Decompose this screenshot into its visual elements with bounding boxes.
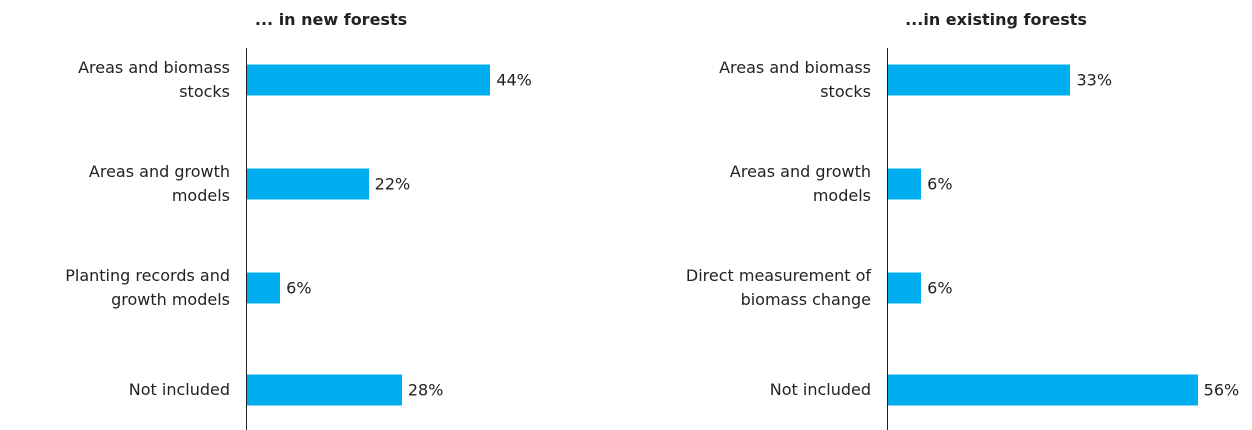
value-label: 56% — [1203, 380, 1240, 400]
chart-title: ...in existing forests — [905, 10, 1087, 29]
category-label: Not included — [128, 380, 230, 399]
chart-title: ... in new forests — [254, 10, 408, 29]
axis-line — [246, 48, 247, 430]
category-label: Areas and growth models — [88, 162, 230, 205]
category-label: Areas and growth models — [729, 162, 871, 205]
bar — [247, 374, 402, 406]
category-label: Areas and biomass stocks — [719, 58, 871, 101]
bar — [888, 64, 1071, 96]
value-label: 22% — [374, 174, 411, 194]
category-label: Direct measurement of biomass change — [685, 266, 871, 309]
bar — [247, 272, 281, 304]
bar — [888, 168, 922, 200]
bar — [247, 64, 491, 96]
value-label: 44% — [496, 70, 532, 90]
category-label: Areas and biomass stocks — [78, 58, 230, 101]
category-label: Not included — [769, 380, 871, 399]
value-label: 33% — [1076, 70, 1113, 90]
axis-line — [887, 48, 888, 430]
category-label: Planting records and growth models — [65, 266, 230, 309]
bar — [247, 168, 369, 200]
value-label: 6% — [927, 278, 953, 298]
value-label: 6% — [286, 278, 312, 298]
value-label: 6% — [927, 174, 953, 194]
bar — [888, 374, 1198, 406]
bar — [888, 272, 922, 304]
value-label: 28% — [407, 380, 444, 400]
